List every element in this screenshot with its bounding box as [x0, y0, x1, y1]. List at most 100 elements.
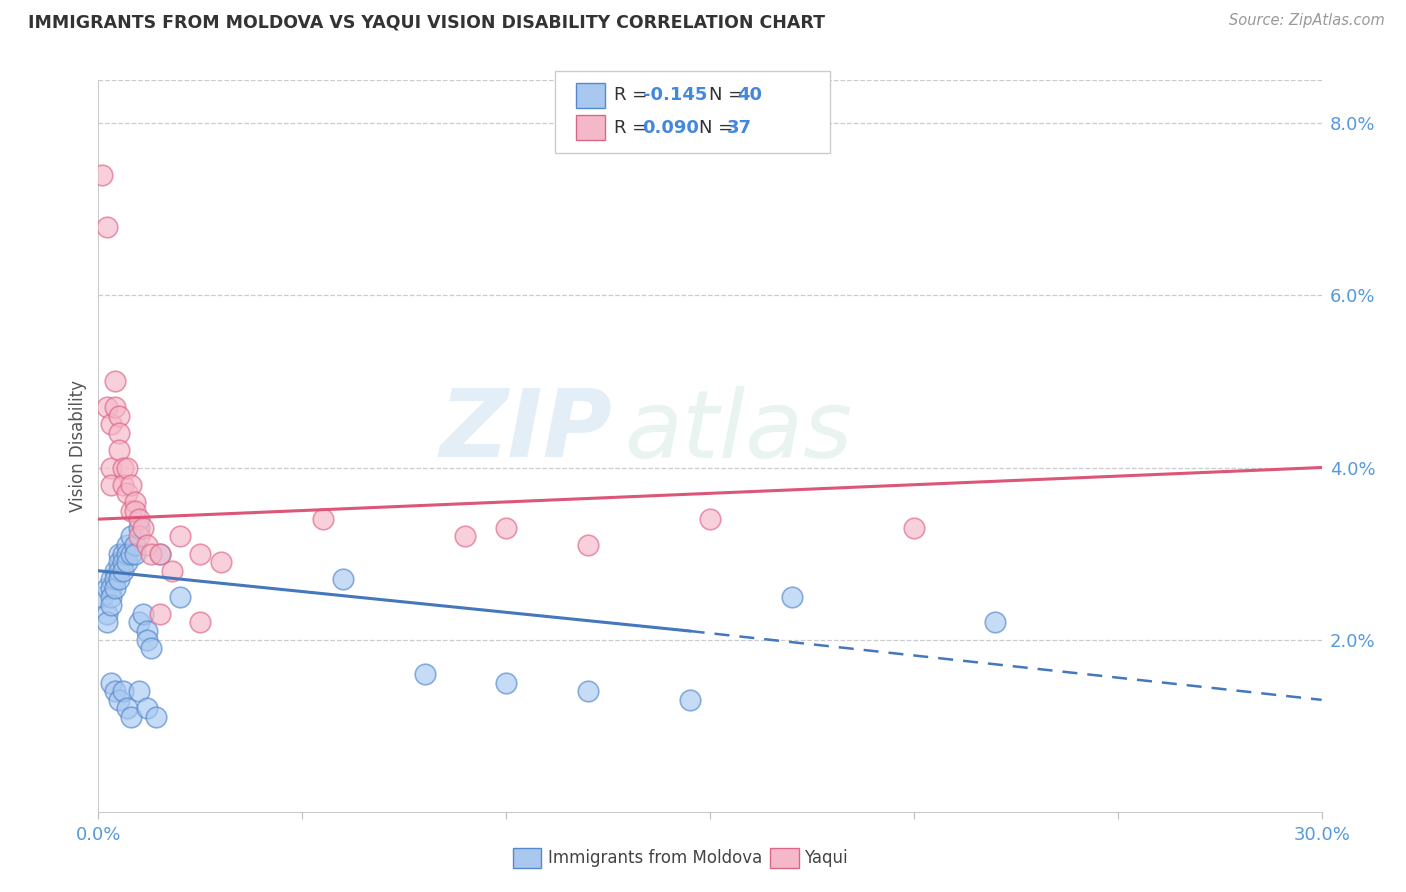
Point: [96, 607, 118, 621]
Point: [136, 624, 159, 638]
Point: [128, 684, 150, 698]
Point: [128, 512, 150, 526]
Point: [149, 607, 172, 621]
Point: [100, 573, 122, 587]
Point: [120, 547, 142, 561]
Text: 0.090: 0.090: [643, 119, 699, 136]
Point: [104, 684, 127, 698]
Text: Source: ZipAtlas.com: Source: ZipAtlas.com: [1229, 13, 1385, 29]
Point: [454, 529, 477, 543]
Point: [312, 512, 335, 526]
Point: [111, 547, 134, 561]
Point: [111, 564, 134, 578]
Point: [679, 693, 702, 707]
Point: [104, 573, 127, 587]
Point: [115, 486, 138, 500]
Point: [136, 538, 159, 552]
Point: [120, 529, 142, 543]
Point: [132, 607, 155, 621]
Point: [124, 547, 146, 561]
Point: [576, 684, 599, 698]
Point: [100, 581, 122, 595]
Text: IMMIGRANTS FROM MOLDOVA VS YAQUI VISION DISABILITY CORRELATION CHART: IMMIGRANTS FROM MOLDOVA VS YAQUI VISION …: [28, 13, 825, 31]
Point: [115, 460, 138, 475]
Point: [149, 547, 172, 561]
Point: [100, 598, 122, 612]
Point: [141, 641, 163, 656]
Point: [128, 521, 150, 535]
Point: [136, 701, 159, 715]
Text: R =: R =: [614, 119, 654, 136]
Text: 37: 37: [727, 119, 752, 136]
Point: [149, 547, 172, 561]
Point: [104, 401, 127, 415]
Text: Immigrants from Moldova: Immigrants from Moldova: [548, 849, 762, 867]
Point: [120, 710, 142, 724]
Point: [160, 564, 183, 578]
Point: [108, 555, 131, 569]
Point: [124, 503, 146, 517]
Point: [209, 555, 232, 569]
Point: [108, 426, 131, 441]
Text: N =: N =: [709, 87, 748, 104]
Point: [108, 547, 131, 561]
Point: [111, 555, 134, 569]
Point: [128, 529, 150, 543]
Point: [124, 495, 146, 509]
Point: [111, 477, 134, 491]
Point: [136, 632, 159, 647]
Point: [104, 375, 127, 389]
Text: N =: N =: [699, 119, 738, 136]
Point: [699, 512, 721, 526]
Point: [903, 521, 925, 535]
Point: [96, 401, 118, 415]
Text: -0.145: -0.145: [643, 87, 707, 104]
Point: [100, 590, 122, 604]
Point: [108, 409, 131, 423]
Point: [169, 590, 191, 604]
Point: [111, 684, 134, 698]
Point: [141, 547, 163, 561]
Point: [984, 615, 1007, 630]
Point: [100, 417, 122, 432]
Point: [115, 547, 138, 561]
Point: [108, 573, 131, 587]
Point: [115, 538, 138, 552]
Point: [111, 460, 134, 475]
Point: [108, 564, 131, 578]
Point: [495, 675, 517, 690]
Point: [108, 443, 131, 458]
Point: [576, 538, 599, 552]
Point: [91, 590, 114, 604]
Point: [96, 219, 118, 234]
Point: [115, 555, 138, 569]
Point: [188, 547, 212, 561]
Point: [145, 710, 167, 724]
Point: [188, 615, 212, 630]
Text: atlas: atlas: [624, 386, 852, 477]
Point: [120, 503, 142, 517]
Point: [96, 615, 118, 630]
Point: [104, 581, 127, 595]
Point: [91, 168, 114, 182]
Point: [332, 573, 354, 587]
Point: [128, 615, 150, 630]
Text: 40: 40: [737, 87, 762, 104]
Text: R =: R =: [614, 87, 654, 104]
Point: [124, 538, 146, 552]
Text: Yaqui: Yaqui: [804, 849, 848, 867]
Point: [132, 521, 155, 535]
Point: [780, 590, 803, 604]
Text: ZIP: ZIP: [439, 385, 612, 477]
Point: [495, 521, 517, 535]
Point: [120, 477, 142, 491]
Point: [108, 693, 131, 707]
Point: [413, 667, 436, 681]
Point: [100, 477, 122, 491]
Point: [100, 460, 122, 475]
Point: [104, 564, 127, 578]
Y-axis label: Vision Disability: Vision Disability: [69, 380, 87, 512]
Point: [169, 529, 191, 543]
Point: [115, 701, 138, 715]
Point: [96, 581, 118, 595]
